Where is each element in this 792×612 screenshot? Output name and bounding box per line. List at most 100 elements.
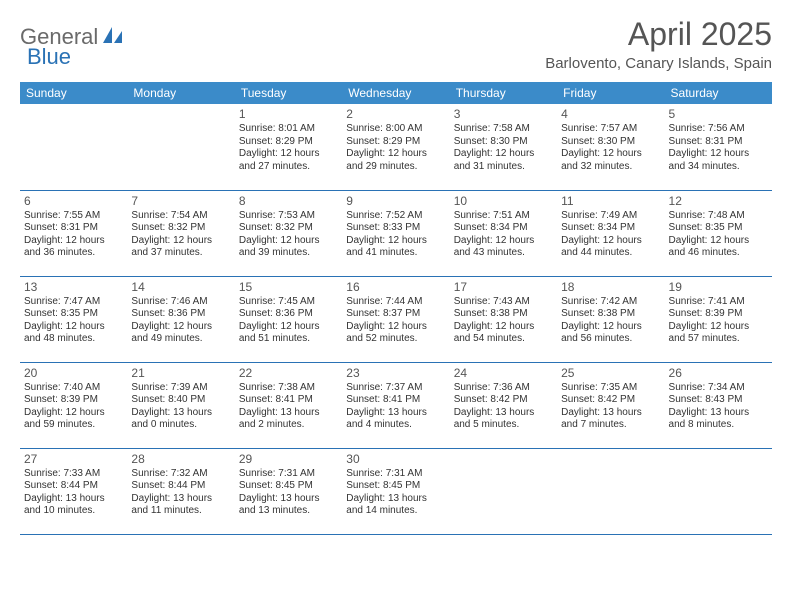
day-number: 11 [561, 193, 660, 210]
day-details: Sunrise: 7:54 AMSunset: 8:32 PMDaylight:… [131, 210, 230, 260]
daylight-line: Daylight: 13 hours and 4 minutes. [346, 407, 445, 432]
sunset-line: Sunset: 8:43 PM [669, 394, 768, 407]
calendar-day-cell: 29Sunrise: 7:31 AMSunset: 8:45 PMDayligh… [235, 448, 342, 534]
calendar-day-cell: 25Sunrise: 7:35 AMSunset: 8:42 PMDayligh… [557, 362, 664, 448]
sunrise-line: Sunrise: 7:58 AM [454, 123, 553, 136]
daylight-line: Daylight: 12 hours and 37 minutes. [131, 235, 230, 260]
calendar-day-cell: 27Sunrise: 7:33 AMSunset: 8:44 PMDayligh… [20, 448, 127, 534]
sunrise-line: Sunrise: 7:42 AM [561, 296, 660, 309]
sunset-line: Sunset: 8:36 PM [131, 308, 230, 321]
day-number: 23 [346, 365, 445, 382]
calendar-day-cell: 15Sunrise: 7:45 AMSunset: 8:36 PMDayligh… [235, 276, 342, 362]
day-details: Sunrise: 7:41 AMSunset: 8:39 PMDaylight:… [669, 296, 768, 346]
calendar-empty-cell [665, 448, 772, 534]
daylight-line: Daylight: 13 hours and 2 minutes. [239, 407, 338, 432]
day-number: 1 [239, 106, 338, 123]
sunset-line: Sunset: 8:39 PM [24, 394, 123, 407]
daylight-line: Daylight: 12 hours and 31 minutes. [454, 148, 553, 173]
day-of-week-header: Wednesday [342, 82, 449, 104]
day-details: Sunrise: 7:31 AMSunset: 8:45 PMDaylight:… [346, 468, 445, 518]
sunrise-line: Sunrise: 7:54 AM [131, 210, 230, 223]
day-details: Sunrise: 7:35 AMSunset: 8:42 PMDaylight:… [561, 382, 660, 432]
daylight-line: Daylight: 12 hours and 43 minutes. [454, 235, 553, 260]
day-number: 30 [346, 451, 445, 468]
sunrise-line: Sunrise: 7:55 AM [24, 210, 123, 223]
day-details: Sunrise: 7:45 AMSunset: 8:36 PMDaylight:… [239, 296, 338, 346]
day-details: Sunrise: 7:47 AMSunset: 8:35 PMDaylight:… [24, 296, 123, 346]
title-block: April 2025 Barlovento, Canary Islands, S… [545, 16, 772, 72]
logo-text-blue: Blue [27, 44, 71, 69]
day-details: Sunrise: 7:38 AMSunset: 8:41 PMDaylight:… [239, 382, 338, 432]
day-number: 24 [454, 365, 553, 382]
calendar-table: SundayMondayTuesdayWednesdayThursdayFrid… [20, 82, 772, 535]
sunset-line: Sunset: 8:35 PM [24, 308, 123, 321]
day-number: 4 [561, 106, 660, 123]
sunset-line: Sunset: 8:44 PM [24, 480, 123, 493]
sunrise-line: Sunrise: 7:51 AM [454, 210, 553, 223]
calendar-empty-cell [450, 448, 557, 534]
day-number: 28 [131, 451, 230, 468]
sunset-line: Sunset: 8:42 PM [454, 394, 553, 407]
daylight-line: Daylight: 12 hours and 39 minutes. [239, 235, 338, 260]
day-number: 10 [454, 193, 553, 210]
calendar-day-cell: 22Sunrise: 7:38 AMSunset: 8:41 PMDayligh… [235, 362, 342, 448]
calendar-week-row: 27Sunrise: 7:33 AMSunset: 8:44 PMDayligh… [20, 448, 772, 534]
sunrise-line: Sunrise: 7:38 AM [239, 382, 338, 395]
calendar-empty-cell [127, 104, 234, 190]
day-of-week-header: Tuesday [235, 82, 342, 104]
calendar-day-cell: 6Sunrise: 7:55 AMSunset: 8:31 PMDaylight… [20, 190, 127, 276]
day-of-week-header-row: SundayMondayTuesdayWednesdayThursdayFrid… [20, 82, 772, 104]
calendar-week-row: 6Sunrise: 7:55 AMSunset: 8:31 PMDaylight… [20, 190, 772, 276]
calendar-week-row: 13Sunrise: 7:47 AMSunset: 8:35 PMDayligh… [20, 276, 772, 362]
day-details: Sunrise: 7:39 AMSunset: 8:40 PMDaylight:… [131, 382, 230, 432]
calendar-week-row: 1Sunrise: 8:01 AMSunset: 8:29 PMDaylight… [20, 104, 772, 190]
day-of-week-header: Saturday [665, 82, 772, 104]
sunset-line: Sunset: 8:30 PM [561, 136, 660, 149]
calendar-day-cell: 10Sunrise: 7:51 AMSunset: 8:34 PMDayligh… [450, 190, 557, 276]
day-details: Sunrise: 7:43 AMSunset: 8:38 PMDaylight:… [454, 296, 553, 346]
day-details: Sunrise: 7:55 AMSunset: 8:31 PMDaylight:… [24, 210, 123, 260]
calendar-day-cell: 1Sunrise: 8:01 AMSunset: 8:29 PMDaylight… [235, 104, 342, 190]
calendar-day-cell: 11Sunrise: 7:49 AMSunset: 8:34 PMDayligh… [557, 190, 664, 276]
day-number: 21 [131, 365, 230, 382]
sunrise-line: Sunrise: 7:39 AM [131, 382, 230, 395]
sunset-line: Sunset: 8:44 PM [131, 480, 230, 493]
day-number: 6 [24, 193, 123, 210]
sunrise-line: Sunrise: 7:57 AM [561, 123, 660, 136]
day-details: Sunrise: 7:32 AMSunset: 8:44 PMDaylight:… [131, 468, 230, 518]
sunrise-line: Sunrise: 8:00 AM [346, 123, 445, 136]
sunset-line: Sunset: 8:38 PM [454, 308, 553, 321]
calendar-day-cell: 24Sunrise: 7:36 AMSunset: 8:42 PMDayligh… [450, 362, 557, 448]
day-number: 26 [669, 365, 768, 382]
sunset-line: Sunset: 8:29 PM [346, 136, 445, 149]
sunset-line: Sunset: 8:45 PM [239, 480, 338, 493]
calendar-day-cell: 30Sunrise: 7:31 AMSunset: 8:45 PMDayligh… [342, 448, 449, 534]
calendar-day-cell: 19Sunrise: 7:41 AMSunset: 8:39 PMDayligh… [665, 276, 772, 362]
day-details: Sunrise: 7:31 AMSunset: 8:45 PMDaylight:… [239, 468, 338, 518]
sunset-line: Sunset: 8:32 PM [239, 222, 338, 235]
calendar-day-cell: 21Sunrise: 7:39 AMSunset: 8:40 PMDayligh… [127, 362, 234, 448]
daylight-line: Daylight: 12 hours and 36 minutes. [24, 235, 123, 260]
sunrise-line: Sunrise: 7:41 AM [669, 296, 768, 309]
day-number: 12 [669, 193, 768, 210]
calendar-day-cell: 17Sunrise: 7:43 AMSunset: 8:38 PMDayligh… [450, 276, 557, 362]
calendar-day-cell: 20Sunrise: 7:40 AMSunset: 8:39 PMDayligh… [20, 362, 127, 448]
sunset-line: Sunset: 8:30 PM [454, 136, 553, 149]
sunrise-line: Sunrise: 7:49 AM [561, 210, 660, 223]
header: General April 2025 Barlovento, Canary Is… [20, 16, 772, 72]
daylight-line: Daylight: 13 hours and 5 minutes. [454, 407, 553, 432]
sunrise-line: Sunrise: 7:34 AM [669, 382, 768, 395]
daylight-line: Daylight: 13 hours and 7 minutes. [561, 407, 660, 432]
calendar-day-cell: 5Sunrise: 7:56 AMSunset: 8:31 PMDaylight… [665, 104, 772, 190]
sunset-line: Sunset: 8:39 PM [669, 308, 768, 321]
day-number: 15 [239, 279, 338, 296]
sunrise-line: Sunrise: 7:52 AM [346, 210, 445, 223]
sunrise-line: Sunrise: 7:36 AM [454, 382, 553, 395]
daylight-line: Daylight: 13 hours and 11 minutes. [131, 493, 230, 518]
day-number: 7 [131, 193, 230, 210]
sunset-line: Sunset: 8:32 PM [131, 222, 230, 235]
day-details: Sunrise: 7:42 AMSunset: 8:38 PMDaylight:… [561, 296, 660, 346]
day-of-week-header: Thursday [450, 82, 557, 104]
sunset-line: Sunset: 8:42 PM [561, 394, 660, 407]
calendar-day-cell: 13Sunrise: 7:47 AMSunset: 8:35 PMDayligh… [20, 276, 127, 362]
